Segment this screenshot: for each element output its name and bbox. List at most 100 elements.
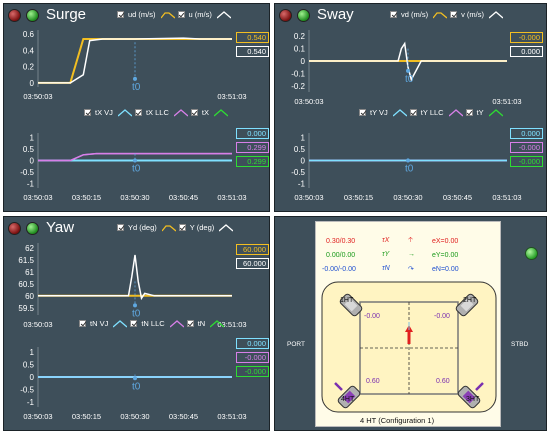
thruster-diagram: 0.30/0.30 τX 🡡 eX=0.00 0.00/0.00 τY → eY… xyxy=(315,221,501,427)
x-tick-label: 03:50:03 xyxy=(294,193,323,202)
tau-y-symbol: τY xyxy=(382,251,390,258)
value-box: 0.540 xyxy=(236,32,269,43)
y-tick-label: -0.5 xyxy=(20,168,34,177)
thruster-3-value: 0.60 xyxy=(436,378,450,385)
surge-bottom-chart: 1 0.5 0 -0.5 -1 03:50:03 03:50:15 03:50:30 03:50… xyxy=(20,133,247,202)
series-line-3 xyxy=(38,152,232,162)
run-indicator-icon[interactable] xyxy=(26,9,39,22)
y-tick-label: -0.2 xyxy=(291,82,305,91)
y-tick-label: 0 xyxy=(30,79,35,88)
thruster-2-icon xyxy=(455,293,479,317)
x-tick-label: 03:50:45 xyxy=(443,193,472,202)
x-tick-label: 03:50:03 xyxy=(23,320,52,329)
x-tick-label: 03:51:03 xyxy=(492,193,521,202)
x-tick-label: 03:50:03 xyxy=(23,193,52,202)
y-tick-label: 60.5 xyxy=(18,280,34,289)
top-legend: vd (m/s) v (m/s) xyxy=(390,10,504,19)
x-tick-label: 03:51:03 xyxy=(217,193,246,202)
value-box: 60.000 xyxy=(236,244,269,255)
x-tick-label: 03:50:03 xyxy=(23,412,52,421)
y-tick-label: 61 xyxy=(25,268,34,277)
x-tick-label: 03:50:30 xyxy=(120,193,149,202)
thruster-2-label: 2HT xyxy=(463,297,477,304)
thruster-1-icon xyxy=(339,293,363,317)
checkbox-icon[interactable] xyxy=(177,11,185,18)
value-box: 60.000 xyxy=(236,258,269,269)
y-tick-label: 0.1 xyxy=(294,45,306,54)
series-line-2 xyxy=(38,254,232,301)
checkbox-icon[interactable] xyxy=(190,109,198,116)
legend-line-icon xyxy=(488,108,503,116)
y-tick-label: 62 xyxy=(25,244,34,253)
panel-title: Surge xyxy=(46,6,87,23)
x-tick-label: 03:51:03 xyxy=(492,97,521,106)
x-tick-label: 03:50:45 xyxy=(169,193,198,202)
checkbox-icon[interactable] xyxy=(465,109,473,116)
value-box: 0.000 xyxy=(510,128,543,139)
y-tick-label: 0.5 xyxy=(23,361,35,370)
marker-label: t0 xyxy=(132,82,141,93)
series-line-1 xyxy=(38,38,232,84)
x-tick-label: 03:51:03 xyxy=(217,320,246,329)
y-tick-label: 0 xyxy=(301,157,306,166)
tau-y-value: 0.00/0.00 xyxy=(326,252,356,259)
checkbox-icon[interactable] xyxy=(178,224,186,231)
marker-dot xyxy=(133,158,137,163)
status-indicator-icon xyxy=(525,247,538,260)
run-indicator-icon[interactable] xyxy=(297,9,310,22)
thruster-4-value: 0.60 xyxy=(366,378,380,385)
checkbox-icon[interactable] xyxy=(359,109,366,116)
y-tick-label: 0.2 xyxy=(23,63,35,72)
thruster-3-label: 3HT xyxy=(466,396,480,403)
stop-indicator-icon[interactable] xyxy=(8,9,21,22)
stop-indicator-icon[interactable] xyxy=(8,222,21,235)
top-legend: Yd (deg) Y (deg) xyxy=(117,223,234,232)
x-tick-label: 03:50:03 xyxy=(23,92,52,101)
checkbox-icon[interactable] xyxy=(134,109,142,116)
value-box: 0.299 xyxy=(236,142,269,153)
legend-line-icon xyxy=(392,108,407,116)
y-tick-label: 59.5 xyxy=(18,304,34,313)
run-indicator-icon[interactable] xyxy=(26,222,39,235)
yaw-top-chart: 62 61.5 61 60.5 60 59.5 03:50:03 03:51:03 t0 xyxy=(18,243,247,329)
checkbox-icon[interactable] xyxy=(390,11,397,18)
yaw-bottom-chart: 1 0.5 0 -0.5 -1 03:50:03 03:50:15 03:50:30 03:50… xyxy=(20,347,247,421)
legend-line-icon xyxy=(448,108,463,116)
x-tick-label: 03:50:15 xyxy=(72,412,101,421)
series-line-2 xyxy=(38,37,232,84)
checkbox-icon[interactable] xyxy=(79,320,86,327)
checkbox-icon[interactable] xyxy=(450,11,458,18)
checkbox-icon[interactable] xyxy=(130,320,138,327)
panel-title: Sway xyxy=(317,6,354,23)
y-tick-label: 0 xyxy=(30,157,35,166)
up-arrow-icon: 🡡 xyxy=(408,237,414,244)
sway-bottom-chart: 1 0.5 0 -0.5 -1 03:50:03 03:50:15 03:50:30 03:50… xyxy=(291,133,522,202)
checkbox-icon[interactable] xyxy=(117,11,124,18)
y-tick-label: 60 xyxy=(25,292,34,301)
checkbox-icon[interactable] xyxy=(409,109,417,116)
marker-dot xyxy=(406,158,410,163)
legend-line-icon xyxy=(160,11,175,18)
y-tick-label: 0.5 xyxy=(294,145,306,154)
legend-line-icon xyxy=(489,10,504,18)
panel-title: Yaw xyxy=(46,219,75,236)
configuration-caption: 4 HT (Configuration 1) xyxy=(360,416,435,425)
series-line-2 xyxy=(309,41,507,82)
legend-line-icon xyxy=(210,319,225,327)
checkbox-icon[interactable] xyxy=(84,109,91,116)
checkbox-icon[interactable] xyxy=(117,224,124,231)
sway-panel: Sway vd (m/s) v (m/s) 0.2 0.1 0 -0.1 -0.2 03:… xyxy=(274,3,547,212)
legend-line-icon xyxy=(216,10,231,18)
marker-label: t0 xyxy=(132,381,141,392)
en-value: eN=0.00 xyxy=(432,266,459,273)
sway-top-chart: 0.2 0.1 0 -0.1 -0.2 03:50:03 03:51:03 t0 xyxy=(291,30,522,106)
thruster-1-value: -0.00 xyxy=(364,313,380,320)
value-box: -0.000 xyxy=(236,352,269,363)
value-box: -0.000 xyxy=(510,142,543,153)
y-tick-label: -0.5 xyxy=(20,386,34,395)
stop-indicator-icon[interactable] xyxy=(279,9,292,22)
checkbox-icon[interactable] xyxy=(186,320,194,327)
ey-value: eY=0.00 xyxy=(432,252,459,259)
marker-label: t0 xyxy=(132,308,141,319)
surge-top-chart: 0.6 0.4 0.2 0 03:50:03 03:51:03 t0 xyxy=(23,30,247,101)
